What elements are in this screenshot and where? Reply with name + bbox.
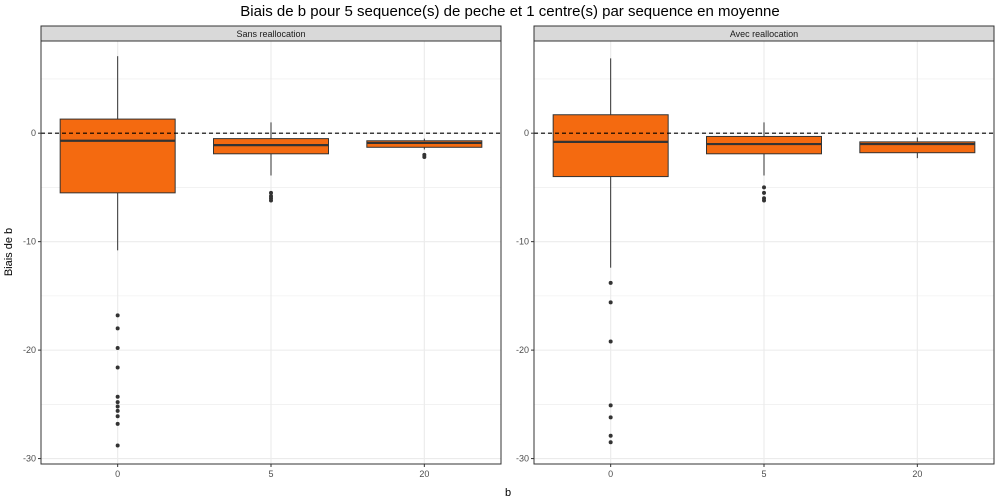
y-tick-label: -10 <box>23 237 36 247</box>
outlier-point <box>608 280 613 285</box>
x-axis-label: b <box>505 487 511 499</box>
x-tick-label: 0 <box>115 469 120 479</box>
x-tick-label: 5 <box>268 469 273 479</box>
chart-title: Biais de b pour 5 sequence(s) de peche e… <box>240 3 780 20</box>
box-iqr <box>59 118 176 194</box>
boxplot-box <box>706 122 822 203</box>
box-iqr <box>552 114 669 178</box>
outlier-point <box>115 404 120 409</box>
outlier-point <box>608 403 613 408</box>
y-axis-label: Biais de b <box>3 228 15 276</box>
x-tick-label: 5 <box>761 469 766 479</box>
outlier-point <box>608 339 613 344</box>
boxplot-box <box>59 56 176 448</box>
x-tick-label: 20 <box>912 469 922 479</box>
boxplot-box <box>859 137 976 159</box>
facet-strip-label: Avec reallocation <box>730 29 798 39</box>
y-tick-label: 0 <box>524 128 529 138</box>
x-tick-label: 0 <box>608 469 613 479</box>
outlier-point <box>115 345 120 350</box>
outlier-point <box>115 313 120 318</box>
outlier-point <box>115 365 120 370</box>
y-tick-label: -30 <box>516 454 529 464</box>
outlier-point <box>608 440 613 445</box>
outlier-point <box>422 155 427 160</box>
outlier-point <box>115 421 120 426</box>
x-tick-label: 20 <box>419 469 429 479</box>
facet-panel: Sans reallocation 0 -10 -20 -30 0 5 20 <box>23 25 502 479</box>
outlier-point <box>762 190 766 195</box>
y-tick-label: 0 <box>31 128 36 138</box>
facet-strip-label: Sans reallocation <box>236 29 305 39</box>
outlier-point <box>762 198 766 203</box>
boxplot-box <box>366 138 483 160</box>
outlier-point <box>115 443 120 448</box>
outlier-point <box>269 198 273 203</box>
boxplot-box <box>213 122 329 203</box>
outlier-point <box>115 408 120 413</box>
y-tick-label: -20 <box>516 345 529 355</box>
boxplot-box <box>552 58 669 445</box>
outlier-point <box>115 326 120 331</box>
outlier-point <box>115 394 120 399</box>
y-tick-label: -10 <box>516 237 529 247</box>
outlier-point <box>762 185 766 190</box>
outlier-point <box>608 433 613 438</box>
y-tick-label: -20 <box>23 345 36 355</box>
outlier-point <box>115 414 120 419</box>
facet-panel: Avec reallocation 0 -10 -20 -30 0 5 20 <box>516 25 995 479</box>
outlier-point <box>608 300 613 305</box>
y-tick-label: -30 <box>23 454 36 464</box>
box-iqr <box>859 141 976 154</box>
outlier-point <box>115 400 120 405</box>
outlier-point <box>608 415 613 420</box>
outlier-point <box>269 190 273 195</box>
